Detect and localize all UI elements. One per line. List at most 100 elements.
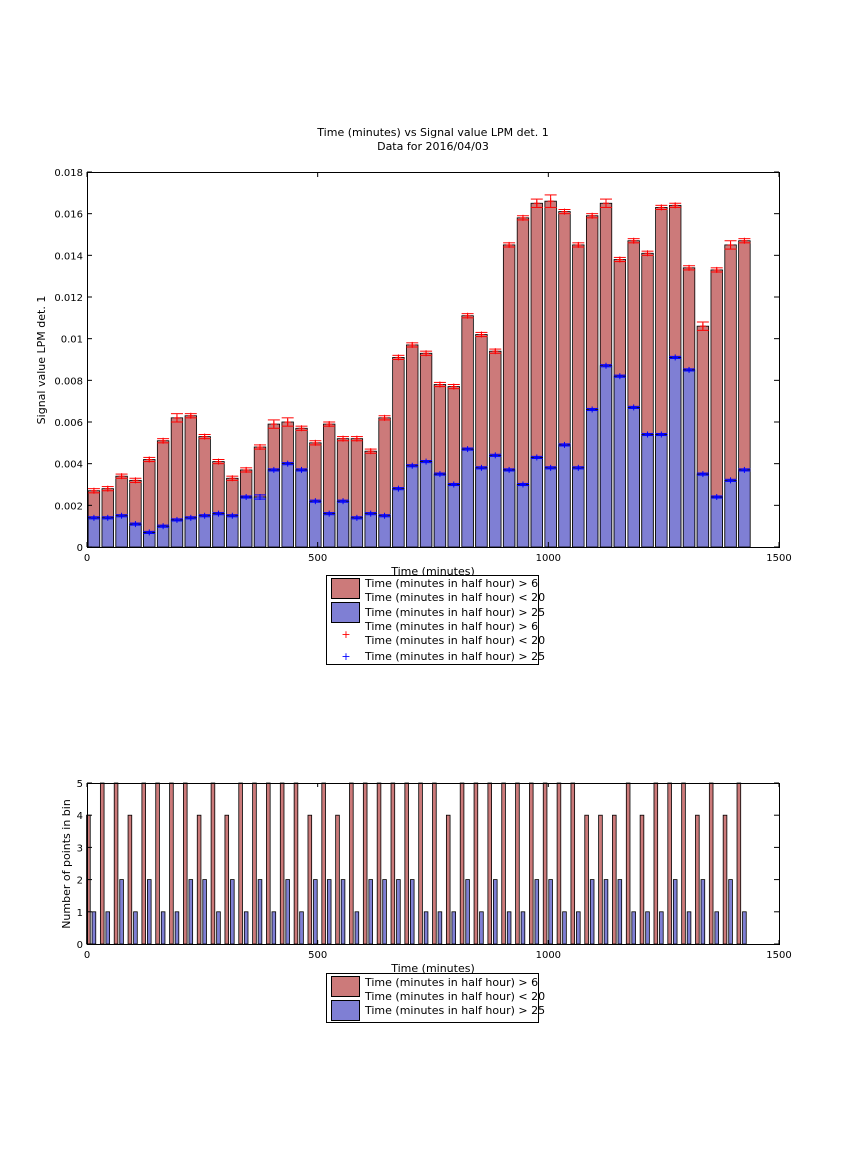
bottom-bar-s2-10 [230, 879, 235, 945]
bottom-bar-s1-26 [445, 814, 451, 945]
top-xtick-label-3: 1500 [766, 553, 791, 564]
bottom-bar-s1-32 [529, 782, 534, 945]
bottom-bar-s2-21 [382, 879, 387, 945]
top-bar-s2-30 [502, 469, 516, 548]
bottom-bar-s1-25 [432, 782, 437, 945]
bottom-legend-box [326, 973, 539, 1023]
top-chart: Time (minutes) vs Signal value LPM det. … [35, 126, 792, 578]
top-plot-frame [87, 172, 780, 548]
bottom-bar-s2-27 [465, 879, 470, 945]
top-bar-s2-13 [267, 469, 281, 548]
top-bar-s2-39 [627, 407, 640, 548]
bottom-bar-s1-21 [376, 782, 382, 945]
top-xtick-label-1: 500 [308, 553, 327, 564]
top-bar-s2-23 [406, 465, 419, 548]
bottom-bar-s1-2 [113, 782, 119, 945]
bottom-bar-s2-16 [313, 879, 318, 945]
top-bar-s2-10 [226, 515, 239, 548]
bottom-bar-s2-15 [299, 911, 304, 945]
bottom-bar-s1-13 [266, 782, 271, 945]
top-bar-s2-31 [516, 484, 530, 548]
bottom-bar-s2-2 [119, 879, 124, 945]
bottom-bar-s1-42 [667, 782, 672, 945]
bottom-bar-s2-20 [368, 879, 373, 945]
bottom-ytick-label-4: 4 [77, 811, 83, 822]
bottom-bar-s1-38 [612, 814, 617, 945]
top-bar-s2-24 [419, 461, 433, 548]
bottom-bar-s2-1 [105, 911, 111, 945]
bottom-bar-s2-39 [631, 911, 636, 945]
legend-label-group1-line2: Time (minutes in half hour) < 20 [364, 591, 545, 604]
top-chart-subtitle: Data for 2016/04/03 [377, 140, 489, 153]
top-bar-s2-12 [253, 496, 267, 548]
bottom-bar-s2-44 [700, 879, 706, 945]
bottom-bar-s1-39 [625, 782, 631, 945]
bottom-bar-s2-23 [409, 879, 415, 945]
top-bar-s2-32 [530, 457, 543, 548]
bottom-bar-s1-24 [418, 782, 423, 945]
bottom-bar-s1-33 [542, 782, 548, 945]
bottom-bar-s2-14 [285, 879, 290, 945]
top-bar-s2-43 [682, 369, 696, 548]
top-y-ticks: 0 0.002 0.004 0.006 0.008 0.01 0.012 0.014 0.016… [54, 168, 779, 554]
top-bar-s2-5 [156, 525, 170, 548]
bottom-bar-s1-35 [570, 782, 576, 945]
top-bar-s2-7 [184, 517, 197, 548]
bottom-legend: Time (minutes in half hour) > 6 Time (mi… [326, 973, 545, 1023]
bottom-ytick-label-5: 5 [77, 779, 83, 790]
bottom-bar-s1-11 [238, 782, 243, 945]
bottom-bar-s2-18 [340, 879, 346, 945]
top-ytick-label-6: 0.012 [54, 293, 83, 304]
bottom-legend-swatch-group2 [331, 1000, 360, 1021]
bottom-bar-s2-26 [451, 911, 457, 945]
top-bar-s2-0 [87, 517, 101, 548]
bottom-bar-s2-28 [479, 911, 484, 945]
bottom-ytick-label-0: 0 [77, 940, 83, 951]
bottom-bar-s1-28 [473, 782, 479, 945]
legend-label-marker1-line1: Time (minutes in half hour) > 6 [364, 620, 538, 633]
top-bar-s2-11 [239, 496, 253, 548]
bottom-xtick-label-0: 0 [84, 950, 90, 961]
bottom-bar-s2-22 [396, 879, 401, 945]
bottom-bar-s1-30 [501, 782, 506, 945]
top-bar-s2-18 [336, 500, 350, 548]
bottom-bar-s2-34 [562, 911, 567, 945]
top-bar-s2-19 [350, 517, 364, 548]
top-bar-s2-26 [447, 484, 460, 548]
top-bar-s2-37 [599, 365, 613, 548]
top-chart-title: Time (minutes) vs Signal value LPM det. … [316, 126, 548, 139]
bottom-bar-s1-44 [695, 814, 700, 945]
top-ytick-label-3: 0.006 [54, 418, 83, 429]
bottom-bar-s2-41 [659, 911, 664, 945]
bottom-bar-s2-3 [133, 911, 138, 945]
bottom-bar-s2-38 [617, 879, 623, 945]
bottom-bar-s1-40 [639, 814, 645, 945]
bottom-y-ticks: 0 1 2 3 4 5 [77, 779, 779, 951]
bottom-bar-s1-41 [653, 782, 659, 945]
top-bar-s2-44 [696, 473, 710, 548]
bottom-bar-s2-8 [202, 879, 207, 945]
top-bar-s2-22 [392, 488, 405, 548]
top-bar-s2-1 [101, 517, 114, 548]
bottom-bar-s2-5 [160, 911, 166, 945]
top-bar-s2-28 [475, 467, 488, 548]
bottom-legend-label-group1-line1: Time (minutes in half hour) > 6 [364, 976, 538, 989]
top-bar-s2-27 [461, 448, 474, 548]
bottom-bar-s2-46 [728, 879, 733, 945]
bottom-bar-s1-15 [293, 782, 299, 945]
bottom-bar-s2-6 [174, 911, 180, 945]
bottom-x-axis-label: Time (minutes) [390, 962, 475, 975]
bottom-bars-layer [86, 782, 747, 945]
bottom-bar-s1-22 [390, 782, 396, 945]
top-ytick-label-1: 0.002 [54, 501, 83, 512]
bottom-bar-s1-6 [169, 782, 174, 945]
bottom-bar-s1-18 [335, 814, 340, 945]
bottom-bar-s1-1 [99, 782, 105, 945]
bottom-bar-s1-9 [210, 782, 216, 945]
top-bar-s2-41 [655, 434, 668, 548]
top-x-axis-label: Time (minutes) [390, 565, 475, 578]
bottom-bar-s2-29 [493, 879, 498, 945]
bottom-bar-s1-34 [556, 782, 562, 945]
top-bar-s2-33 [544, 467, 557, 548]
